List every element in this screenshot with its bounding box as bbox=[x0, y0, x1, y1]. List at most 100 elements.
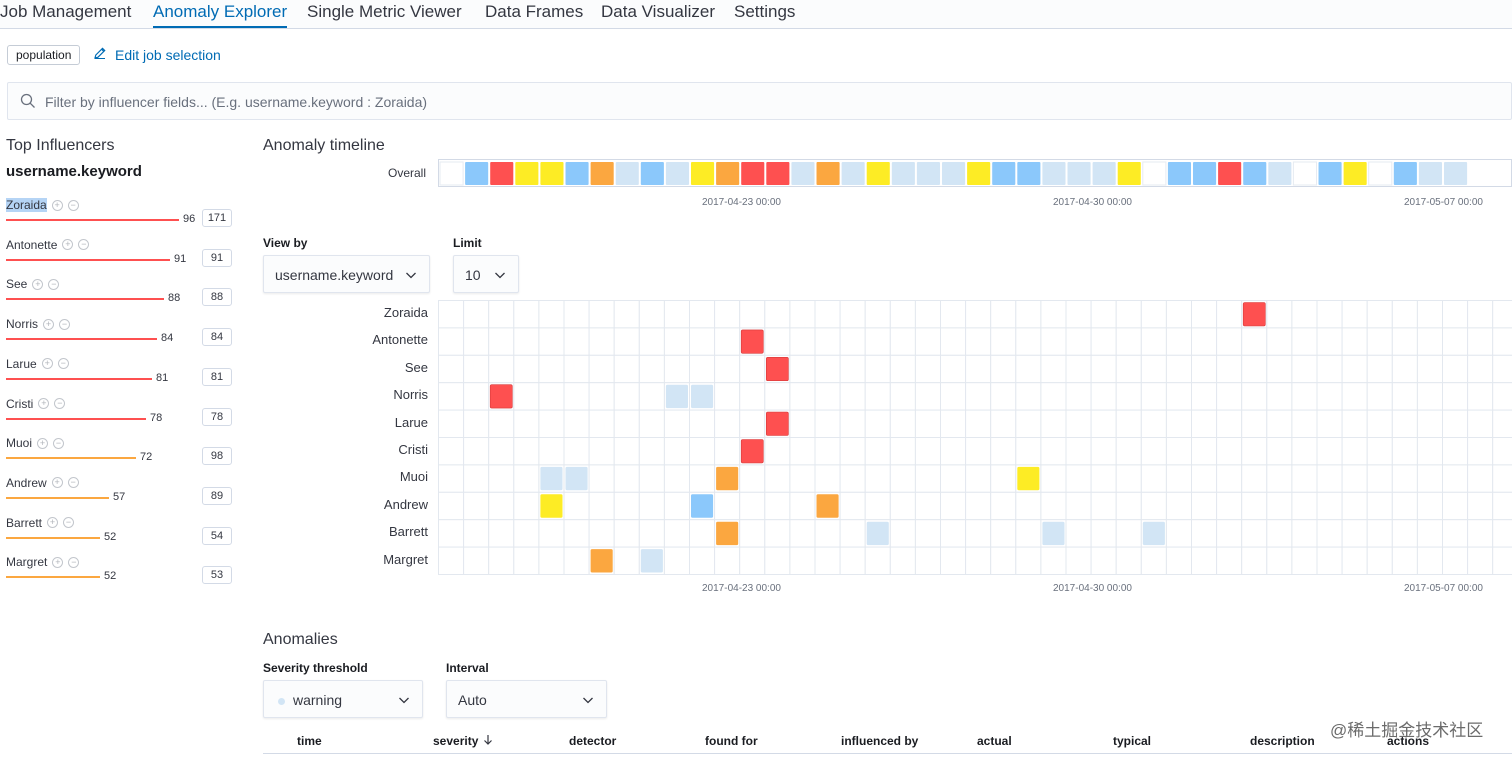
swimlane-grid-cell[interactable] bbox=[990, 464, 1017, 493]
swimlane-grid-cell[interactable] bbox=[1115, 491, 1142, 521]
overall-swimlane-cell[interactable] bbox=[1092, 162, 1116, 185]
swimlane-grid-cell[interactable] bbox=[538, 546, 565, 576]
swimlane-grid-cell[interactable] bbox=[663, 491, 690, 521]
swimlane-grid-cell[interactable] bbox=[663, 546, 690, 576]
swimlane-grid-cell[interactable] bbox=[1140, 437, 1167, 466]
swimlane-grid-cell[interactable] bbox=[1391, 382, 1418, 411]
swimlane-grid-cell[interactable] bbox=[1040, 382, 1067, 411]
swimlane-grid-cell[interactable] bbox=[1391, 437, 1418, 466]
tab-single-metric-viewer[interactable]: Single Metric Viewer bbox=[307, 2, 462, 21]
swimlane-grid-cell[interactable] bbox=[1140, 354, 1167, 384]
swimlane-grid-cell[interactable] bbox=[1291, 437, 1318, 466]
swimlane-grid-cell[interactable] bbox=[1391, 300, 1418, 329]
swimlane-grid-cell[interactable] bbox=[438, 409, 465, 438]
remove-filter-icon[interactable]: − bbox=[57, 358, 69, 370]
swimlane-grid-cell[interactable] bbox=[1241, 437, 1268, 466]
swimlane-grid-cell[interactable] bbox=[588, 437, 615, 466]
swimlane-grid-cell[interactable] bbox=[1216, 300, 1243, 329]
swimlane-grid-cell[interactable] bbox=[965, 327, 992, 356]
swimlane-grid-cell[interactable] bbox=[1416, 409, 1444, 438]
swimlane-grid-cell[interactable] bbox=[1266, 327, 1293, 356]
overall-swimlane-cell[interactable] bbox=[891, 162, 915, 185]
severity-threshold-select[interactable]: warning bbox=[263, 680, 423, 718]
swimlane-grid-cell[interactable] bbox=[789, 546, 816, 576]
overall-swimlane-cell[interactable] bbox=[791, 162, 815, 185]
swimlane-grid-cell[interactable] bbox=[1442, 327, 1469, 356]
tab-data-frames[interactable]: Data Frames bbox=[485, 2, 584, 21]
swimlane-grid-cell[interactable] bbox=[613, 409, 640, 438]
swimlane-grid-cell[interactable] bbox=[1090, 519, 1117, 548]
swimlane-grid-cell[interactable] bbox=[1341, 354, 1368, 384]
swimlane-grid-cell[interactable] bbox=[588, 354, 615, 384]
influencer-name[interactable]: Zoraida bbox=[6, 198, 47, 212]
swimlane-grid-cell[interactable] bbox=[1140, 491, 1167, 521]
swimlane-grid-cell[interactable] bbox=[789, 354, 816, 384]
swimlane-grid-cell[interactable] bbox=[1266, 519, 1293, 548]
swimlane-grid-cell[interactable] bbox=[513, 354, 540, 384]
tab-job-management[interactable]: Job Management bbox=[0, 2, 132, 21]
swimlane-grid-cell[interactable] bbox=[1115, 519, 1142, 548]
swimlane-grid-cell[interactable] bbox=[1216, 546, 1243, 576]
swimlane-grid-cell[interactable] bbox=[965, 546, 992, 576]
swimlane-grid-cell[interactable] bbox=[613, 300, 640, 329]
swimlane-grid-cell[interactable] bbox=[488, 327, 515, 356]
swimlane-grid-cell[interactable] bbox=[513, 409, 540, 438]
swimlane-grid-cell[interactable] bbox=[513, 437, 540, 466]
edit-job-selection-button[interactable]: Edit job selection bbox=[93, 46, 221, 63]
swimlane-grid-cell[interactable] bbox=[538, 382, 565, 411]
swimlane-grid-cell[interactable] bbox=[1241, 354, 1268, 384]
swimlane-grid-cell[interactable] bbox=[1090, 491, 1117, 521]
swimlane-grid-cell[interactable] bbox=[1065, 382, 1092, 411]
swimlane-grid-cell[interactable] bbox=[488, 354, 515, 384]
swimlane-grid-cell[interactable] bbox=[1191, 300, 1218, 329]
swimlane-grid-cell[interactable] bbox=[438, 437, 465, 466]
swimlane-grid-cell[interactable] bbox=[1266, 300, 1293, 329]
overall-swimlane-cell[interactable] bbox=[1418, 162, 1442, 185]
overall-swimlane-cell[interactable] bbox=[942, 162, 966, 185]
swimlane-grid-cell[interactable] bbox=[1015, 327, 1042, 356]
influencer-filter-search[interactable]: Filter by influencer fields... (E.g. use… bbox=[7, 82, 1512, 120]
swimlane-grid-cell[interactable] bbox=[563, 382, 590, 411]
remove-filter-icon[interactable]: − bbox=[59, 318, 70, 330]
swimlane-grid-cell[interactable] bbox=[689, 546, 716, 576]
remove-filter-icon[interactable]: − bbox=[78, 239, 90, 251]
swimlane-grid-cell[interactable] bbox=[1442, 354, 1469, 384]
swimlane-grid-cell[interactable] bbox=[739, 382, 766, 411]
swimlane-grid-cell[interactable] bbox=[1341, 437, 1368, 466]
swimlane-grid-cell[interactable] bbox=[714, 382, 741, 411]
swimlane-grid-cell[interactable] bbox=[739, 300, 766, 329]
swimlane-grid-cell[interactable] bbox=[1467, 354, 1494, 384]
add-filter-icon[interactable]: + bbox=[51, 477, 63, 489]
swimlane-grid-cell[interactable] bbox=[1165, 437, 1193, 466]
swimlane-grid-cell[interactable] bbox=[1266, 491, 1293, 521]
swimlane-anomaly-cell[interactable] bbox=[691, 494, 714, 518]
swimlane-grid-cell[interactable] bbox=[714, 409, 741, 438]
column-header-typical[interactable]: typical bbox=[1113, 734, 1152, 748]
swimlane-grid-cell[interactable] bbox=[1391, 464, 1418, 493]
swimlane-grid-cell[interactable] bbox=[1366, 546, 1393, 576]
swimlane-grid-cell[interactable] bbox=[1090, 464, 1117, 493]
swimlane-grid-cell[interactable] bbox=[1492, 327, 1512, 356]
overall-swimlane[interactable] bbox=[438, 159, 1512, 188]
swimlane-grid-cell[interactable] bbox=[1366, 354, 1393, 384]
swimlane-grid-cell[interactable] bbox=[463, 327, 490, 356]
swimlane-grid-cell[interactable] bbox=[889, 300, 916, 329]
swimlane-grid-cell[interactable] bbox=[914, 409, 941, 438]
tab-anomaly-explorer[interactable]: Anomaly Explorer bbox=[153, 1, 288, 28]
overall-swimlane-cell[interactable] bbox=[816, 162, 840, 185]
swimlane-grid-cell[interactable] bbox=[1316, 519, 1343, 548]
swimlane-grid-cell[interactable] bbox=[1241, 382, 1268, 411]
swimlane-grid-cell[interactable] bbox=[1015, 491, 1042, 521]
swimlane-grid-cell[interactable] bbox=[463, 437, 490, 466]
swimlane-grid-cell[interactable] bbox=[1015, 437, 1042, 466]
swimlane-grid-cell[interactable] bbox=[839, 382, 866, 411]
swimlane-grid-cell[interactable] bbox=[663, 519, 690, 548]
swimlane-grid-cell[interactable] bbox=[1366, 409, 1393, 438]
swimlane-grid-cell[interactable] bbox=[663, 327, 690, 356]
swimlane-grid-cell[interactable] bbox=[1040, 300, 1067, 329]
swimlane-grid-cell[interactable] bbox=[1241, 327, 1268, 356]
overall-swimlane-cell[interactable] bbox=[565, 162, 589, 185]
swimlane-grid-cell[interactable] bbox=[1241, 519, 1268, 548]
swimlane-grid-cell[interactable] bbox=[1115, 437, 1142, 466]
swimlane-grid-cell[interactable] bbox=[1366, 300, 1393, 329]
